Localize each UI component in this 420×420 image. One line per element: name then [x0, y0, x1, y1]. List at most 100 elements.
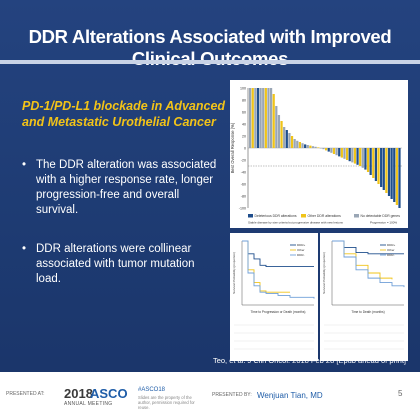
pfs-km-chart: Survival Probability (proportion) Time to…: [232, 240, 315, 350]
waterfall-bar: [264, 88, 267, 148]
bullet-item: • The DDR alteration was associated with…: [22, 158, 222, 218]
legend-label: Other: [297, 248, 305, 252]
waterfall-bar: [330, 148, 333, 153]
legend-swatch: [354, 214, 359, 218]
waterfall-bar: [345, 148, 349, 160]
citation: Teo, et al. J Clin Oncol. 2018 Feb 28 [E…: [212, 356, 406, 365]
waterfall-bar: [393, 148, 396, 202]
waterfall-bar: [372, 148, 375, 178]
legend-label: Other DDR alterations: [308, 214, 342, 218]
y-tick-label: 60: [242, 111, 246, 115]
waterfall-bar: [398, 148, 401, 208]
legend-label: DDR+: [297, 243, 305, 247]
waterfall-chart-panel: 100 80 60 40 20 0 -20 -40 -60 -80 -100 Best Overall…: [230, 80, 408, 228]
waterfall-bar: [301, 143, 304, 148]
page-number: 5: [398, 389, 403, 398]
legend-swatch: [248, 214, 253, 218]
km-curve: [242, 240, 315, 299]
footer: PRESENTED AT: 2018 ASCO ANNUAL MEETING #…: [0, 372, 420, 420]
y-tick-label: -60: [241, 183, 246, 187]
y-axis-label: Survival Probability (proportion): [322, 252, 326, 294]
waterfall-bar: [395, 148, 398, 205]
presented-by-label: PRESENTED BY:: [212, 392, 252, 398]
pfs-km-panel: Survival Probability (proportion) Time to…: [230, 233, 318, 361]
y-tick-label: -40: [241, 171, 246, 175]
waterfall-bar: [322, 148, 325, 150]
waterfall-bar: [285, 130, 288, 148]
y-tick-label: 0: [244, 147, 246, 151]
waterfall-bar: [366, 148, 370, 172]
y-tick-label: -100: [239, 207, 246, 211]
waterfall-bar: [369, 148, 372, 175]
legend-label: Other: [387, 248, 395, 252]
presenter-name: Wenjuan Tian, MD: [257, 391, 323, 400]
waterfall-bar: [356, 148, 359, 165]
title-divider: [0, 60, 420, 64]
waterfall-bar: [280, 121, 283, 148]
legend-note: Stable disease by size criteria but prog…: [248, 221, 343, 225]
waterfall-bar: [385, 148, 388, 193]
waterfall-bar: [387, 148, 391, 196]
waterfall-bar: [390, 148, 393, 199]
bullet-list: • The DDR alteration was associated with…: [22, 158, 222, 311]
os-km-panel: Survival Probability (proportion) Time to…: [320, 233, 408, 361]
waterfall-bar: [290, 136, 294, 148]
waterfall-bar: [283, 127, 286, 148]
asco-logo-text: ASCO: [90, 386, 128, 401]
legend-label: No detectable DDR genes: [361, 214, 401, 218]
waterfall-bar: [293, 139, 296, 148]
waterfall-bar: [262, 88, 265, 148]
waterfall-bar: [374, 148, 378, 181]
waterfall-bar: [277, 115, 281, 148]
waterfall-bar: [256, 88, 260, 148]
waterfall-bar: [319, 148, 322, 149]
waterfall-bar: [251, 88, 254, 148]
waterfall-chart: 100 80 60 40 20 0 -20 -40 -60 -80 -100 Best Overall…: [230, 87, 402, 225]
waterfall-bar: [382, 148, 385, 190]
bullet-glyph: •: [22, 243, 27, 255]
legend-label: Deleterious DDR alterations: [255, 214, 297, 218]
waterfall-bar: [296, 140, 299, 148]
waterfall-bar: [327, 148, 330, 152]
waterfall-bar: [332, 148, 336, 154]
waterfall-bar: [359, 148, 362, 166]
y-tick-label: -20: [241, 159, 246, 163]
y-tick-label: 80: [242, 99, 246, 103]
waterfall-bar: [306, 145, 309, 148]
waterfall-bar: [361, 148, 364, 168]
waterfall-bar: [314, 146, 317, 148]
waterfall-bar: [304, 144, 307, 148]
waterfall-bar: [348, 148, 351, 162]
x-axis-label: Time to Progression or Death (months): [251, 310, 306, 314]
y-tick-label: 20: [242, 135, 246, 139]
legend-label: DDR-: [297, 253, 305, 257]
bullet-text: DDR alterations were collinear associate…: [36, 243, 195, 285]
waterfall-bar: [335, 148, 338, 156]
waterfall-bar: [267, 88, 270, 148]
waterfall-bar: [288, 133, 291, 148]
waterfall-bar: [380, 148, 383, 187]
y-axis-label: Survival Probability (proportion): [232, 252, 236, 294]
waterfall-bar: [343, 148, 346, 159]
waterfall-bar: [259, 88, 262, 148]
x-axis-label: Time to Death (months): [351, 310, 384, 314]
waterfall-bar: [254, 88, 257, 148]
os-km-chart: Survival Probability (proportion) Time to…: [322, 240, 405, 350]
waterfall-bar: [317, 147, 320, 148]
waterfall-bar: [275, 106, 278, 148]
y-tick-label: 40: [242, 123, 246, 127]
waterfall-bar: [351, 148, 354, 163]
legend-label: DDR+: [387, 243, 395, 247]
legend-note: Progression = 100%: [370, 221, 397, 225]
bullet-item: • DDR alterations were collinear associa…: [22, 242, 222, 287]
waterfall-bar: [353, 148, 357, 164]
waterfall-bar: [298, 142, 302, 148]
waterfall-bar: [272, 94, 275, 148]
km-curve: [332, 240, 405, 288]
bullet-text: The DDR alteration was associated with a…: [36, 159, 217, 216]
waterfall-bar: [377, 148, 380, 184]
slide-subtitle: PD-1/PD-L1 blockade in Advanced and Meta…: [22, 99, 226, 129]
asco-year: 2018: [64, 386, 93, 401]
km-curve: [332, 240, 393, 280]
